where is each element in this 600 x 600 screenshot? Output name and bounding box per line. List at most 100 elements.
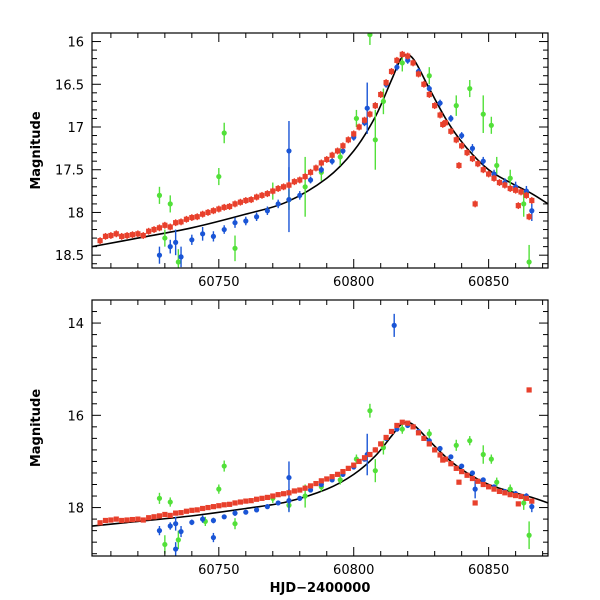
point-blue [173, 239, 179, 245]
point-red [334, 148, 341, 154]
point-red [151, 226, 157, 233]
point-blue [275, 500, 281, 506]
point-red [227, 501, 233, 507]
point-red [507, 492, 513, 498]
point-red [286, 182, 292, 188]
point-red [232, 500, 238, 506]
point-green [175, 259, 181, 265]
point-red [442, 120, 449, 126]
point-blue [189, 237, 195, 243]
point-green [494, 162, 500, 169]
point-red [200, 211, 206, 217]
point-blue [480, 477, 486, 483]
point-green [302, 184, 308, 190]
series-red [97, 387, 535, 526]
point-red [243, 197, 249, 204]
point-red [253, 496, 260, 502]
series-red [97, 50, 535, 245]
point-red [210, 208, 217, 214]
point-red [307, 169, 314, 175]
y-tick-label: 17.5 [55, 164, 84, 179]
point-red [456, 162, 462, 169]
point-red [178, 510, 184, 516]
point-red [472, 201, 478, 207]
point-red [140, 232, 146, 239]
point-blue [264, 504, 270, 510]
point-red [475, 161, 481, 167]
point-red [297, 487, 303, 493]
x-tick-label: 60800 [333, 275, 374, 290]
x-tick-label: 60750 [198, 275, 239, 290]
point-blue [200, 516, 206, 522]
point-green [232, 521, 238, 527]
point-red [480, 481, 486, 488]
point-red [178, 219, 184, 225]
point-red [491, 486, 497, 492]
point-red [275, 185, 281, 192]
point-red [456, 479, 462, 485]
x-tick-label: 60800 [333, 563, 374, 578]
point-red [361, 455, 368, 461]
point-blue [264, 208, 270, 214]
point-red [162, 511, 168, 518]
point-red [459, 468, 465, 475]
point-red [264, 494, 270, 501]
point-red [324, 476, 330, 482]
point-blue [210, 534, 217, 541]
point-green [175, 537, 181, 543]
point-red [526, 387, 532, 393]
point-green [372, 137, 378, 143]
point-blue [167, 523, 173, 529]
point-blue [307, 487, 314, 493]
point-red [526, 214, 532, 220]
plot-frame [91, 299, 549, 557]
point-red [442, 456, 449, 462]
point-red [340, 143, 346, 149]
point-red [421, 81, 427, 87]
point-red [405, 420, 411, 426]
point-red [119, 233, 125, 239]
point-red [502, 182, 508, 188]
point-red [518, 189, 524, 195]
point-red [383, 79, 389, 86]
point-blue [459, 132, 465, 139]
point-red [113, 516, 119, 522]
point-green [480, 451, 486, 458]
point-blue [448, 115, 454, 122]
point-red [410, 60, 416, 66]
point-red [318, 160, 324, 166]
point-blue [459, 463, 465, 469]
point-blue [210, 517, 217, 524]
point-red [378, 91, 384, 98]
point-red [286, 490, 292, 496]
point-blue [232, 220, 238, 226]
point-red [421, 435, 427, 441]
point-red [486, 484, 492, 490]
point-red [280, 491, 287, 497]
point-red [97, 520, 103, 526]
point-blue [426, 85, 432, 92]
point-red [102, 233, 109, 239]
point-blue [173, 521, 179, 527]
point-red [108, 517, 114, 523]
point-red [216, 206, 222, 212]
point-blue [167, 244, 173, 250]
point-red [475, 478, 481, 484]
point-red [167, 512, 173, 519]
point-green [221, 463, 227, 469]
point-blue [523, 188, 530, 194]
point-red [194, 507, 200, 513]
point-blue [491, 171, 497, 177]
point-green [467, 438, 473, 444]
point-red [383, 434, 389, 441]
point-red [388, 68, 395, 75]
point-red [216, 503, 222, 509]
point-green [521, 201, 527, 207]
y-tick-label: 18 [67, 502, 84, 517]
point-red [146, 228, 152, 234]
point-red [440, 457, 446, 463]
point-green [167, 499, 173, 505]
point-blue [364, 105, 370, 111]
point-green [216, 173, 222, 180]
